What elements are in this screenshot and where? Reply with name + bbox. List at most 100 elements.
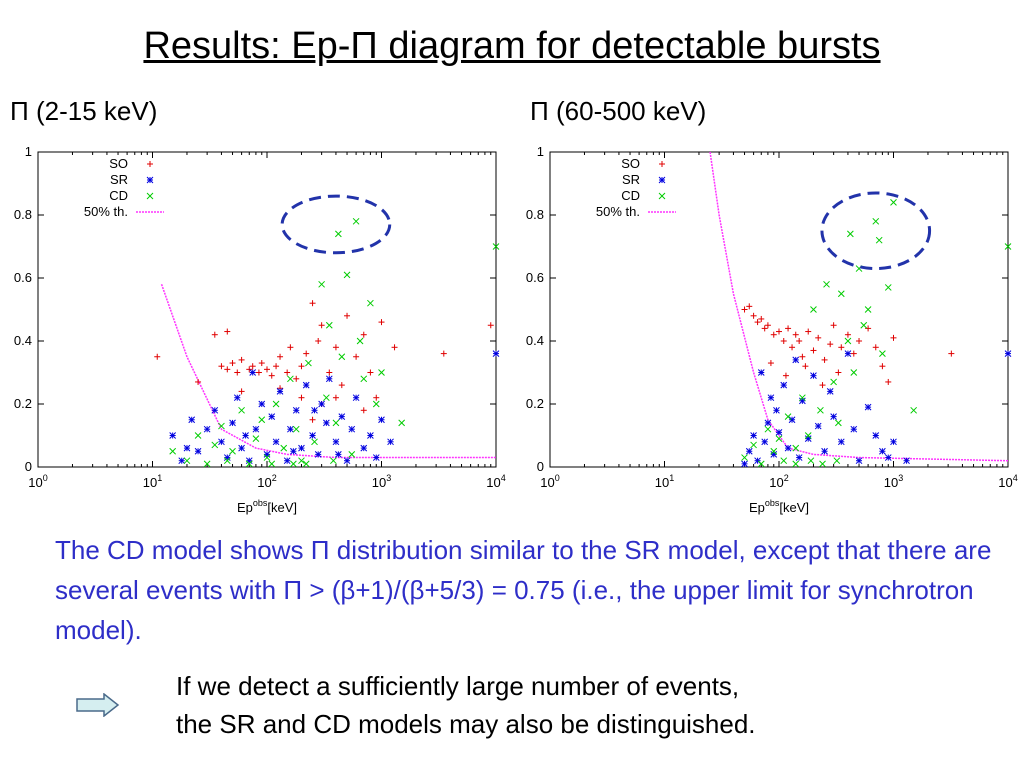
y-tick-label: 0.6: [14, 270, 32, 285]
legend-label: SR: [622, 172, 640, 187]
cd-point: [348, 451, 356, 458]
so-point: [796, 338, 803, 344]
cd-point: [757, 460, 765, 468]
cd-point: [318, 280, 325, 288]
cd-point: [258, 416, 266, 424]
sr-point: [178, 457, 186, 465]
cd-point: [844, 337, 852, 345]
y-tick-label: 1: [25, 144, 32, 159]
so-point: [154, 353, 161, 360]
x-tick-label: 100: [540, 473, 559, 490]
sr-point: [844, 350, 852, 357]
y-tick-label: 0.6: [526, 270, 544, 285]
cd-point: [792, 444, 800, 452]
sr-point: [837, 438, 845, 446]
so-point: [234, 369, 241, 376]
sr-point: [387, 438, 394, 446]
sr-point: [311, 406, 318, 414]
so-point: [277, 353, 284, 360]
so-point: [353, 353, 360, 360]
sr-point: [741, 460, 748, 468]
so-point: [792, 331, 799, 338]
conclusion-paragraph: The CD model shows Π distribution simila…: [55, 535, 992, 645]
sr-point: [188, 416, 196, 424]
highlight-ellipse: [280, 194, 392, 255]
so-point: [298, 394, 305, 401]
so-point: [865, 325, 872, 332]
so-point: [879, 363, 886, 370]
sr-point: [218, 438, 225, 446]
note-line-1: If we detect a sufficiently large number…: [176, 671, 740, 701]
cd-point: [810, 306, 817, 313]
cd-point: [879, 350, 886, 357]
sr-point: [343, 457, 351, 465]
cd-point: [311, 438, 318, 446]
so-point: [258, 360, 265, 367]
cd-point: [860, 321, 868, 329]
so-point: [844, 331, 851, 338]
so-point: [373, 394, 380, 401]
cd-point: [169, 447, 177, 455]
cd-point: [305, 359, 312, 367]
y-tick-label: 0: [25, 459, 32, 474]
cd-point: [1004, 243, 1012, 250]
so-point: [830, 322, 837, 329]
cd-point: [864, 306, 872, 313]
sr-point: [348, 425, 356, 433]
sr-point: [223, 454, 231, 461]
so-point: [776, 328, 782, 335]
so-point: [872, 344, 879, 351]
cd-point: [884, 284, 892, 291]
cd-point: [890, 199, 897, 206]
cd-point: [823, 280, 830, 288]
so-point: [326, 369, 333, 376]
so-point: [487, 322, 494, 329]
legend-label: SO: [109, 156, 128, 171]
cd-point: [352, 217, 360, 225]
cd-point: [830, 378, 837, 386]
sr-point: [492, 350, 500, 357]
cd-point: [218, 422, 225, 430]
so-point: [338, 382, 345, 389]
cd-point: [804, 432, 812, 439]
cd-point: [245, 460, 253, 468]
so-point: [268, 372, 275, 379]
sr-point: [242, 432, 249, 439]
cd-point: [799, 394, 806, 402]
sr-point: [325, 375, 333, 383]
sr-point: [784, 444, 792, 452]
so-point: [195, 378, 202, 385]
sr-point: [183, 444, 191, 452]
cd-point: [819, 460, 826, 468]
so-point: [360, 331, 367, 338]
cd-point: [780, 457, 788, 465]
so-point: [750, 312, 757, 319]
so-point: [885, 378, 892, 385]
cd-point: [807, 457, 815, 465]
y-tick-label: 0: [537, 459, 544, 474]
cd-point: [356, 337, 364, 345]
sr-point: [879, 447, 886, 455]
cd-point: [146, 192, 154, 200]
so-point: [746, 303, 753, 310]
sr-point: [795, 454, 803, 461]
so-point: [147, 161, 153, 167]
y-tick-label: 0.4: [14, 333, 32, 348]
x-tick-label: 101: [655, 473, 674, 490]
sr-point: [268, 413, 276, 420]
cd-point: [398, 419, 406, 427]
sr-point: [821, 447, 828, 455]
so-point: [789, 344, 796, 351]
sr-point: [367, 432, 374, 439]
so-point: [770, 331, 777, 338]
so-point: [224, 328, 231, 335]
x-tick-label: 103: [884, 473, 903, 490]
sr-point: [314, 451, 322, 458]
sr-point: [194, 447, 202, 455]
sr-point: [804, 435, 812, 443]
sr-point: [850, 425, 858, 433]
left-scatter-plot: 0 0.2 0.4 0.6 0.8 1 100 101 102 103 104 Epobs[keV] S…: [14, 144, 506, 515]
x-axis-label: Epobs[keV]: [237, 498, 297, 515]
sr-point: [360, 444, 368, 452]
cd-point: [298, 457, 305, 465]
